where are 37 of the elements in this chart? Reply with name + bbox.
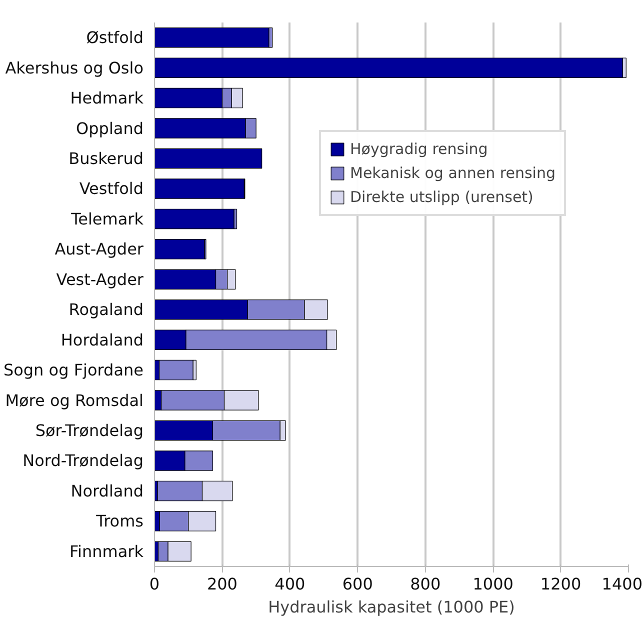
- y-tick-label: Buskerud: [68, 149, 144, 168]
- y-tick-label: Akershus og Oslo: [5, 58, 144, 78]
- x-tick-label: 800: [410, 574, 441, 594]
- y-tick-label: Nord-Trøndelag: [22, 451, 144, 470]
- y-tick-label: Møre og Romsdal: [5, 390, 144, 410]
- x-tick-label: 600: [342, 574, 373, 594]
- x-tick-label: 1400: [602, 574, 642, 594]
- y-tick-label: Østfold: [86, 28, 144, 48]
- y-tick-label: Telemark: [70, 209, 144, 228]
- y-tick-label: Rogaland: [68, 300, 144, 320]
- bar: [158, 360, 194, 380]
- x-tick-label: 200: [206, 574, 238, 594]
- bar: [154, 208, 234, 230]
- y-tick-label: Vest-Agder: [56, 270, 144, 289]
- x-tick-label: 1200: [540, 574, 582, 594]
- y-tick-label: Troms: [95, 512, 144, 531]
- x-tick-label: 0: [149, 574, 160, 594]
- y-tick-label: Oppland: [76, 118, 144, 138]
- bar: [154, 27, 270, 48]
- x-tick-label: 1000: [472, 574, 514, 594]
- y-tick-label: Hordaland: [60, 330, 144, 350]
- x-axis-title: Hydraulisk kapasitet (1000 PE): [268, 598, 515, 616]
- legend-label: Mekanisk og annen rensing: [350, 164, 556, 182]
- bar: [154, 239, 205, 260]
- x-tick-label: 400: [274, 574, 306, 594]
- y-tick-label: Aust-Agder: [54, 240, 144, 259]
- y-tick-label: Hedmark: [70, 88, 144, 108]
- y-tick-label: Nordland: [70, 481, 144, 500]
- bar: [154, 178, 245, 199]
- y-tick-label: Vestfold: [79, 179, 144, 198]
- legend-label: Høygradig rensing: [350, 140, 488, 158]
- bar: [154, 148, 262, 169]
- y-tick-label: Sør-Trøndelag: [35, 421, 144, 440]
- y-tick-label: Finnmark: [70, 542, 144, 561]
- legend-label: Direkte utslipp (urenset): [350, 188, 534, 206]
- y-tick-label: Sogn og Fjordane: [3, 360, 144, 380]
- bar: [154, 58, 624, 78]
